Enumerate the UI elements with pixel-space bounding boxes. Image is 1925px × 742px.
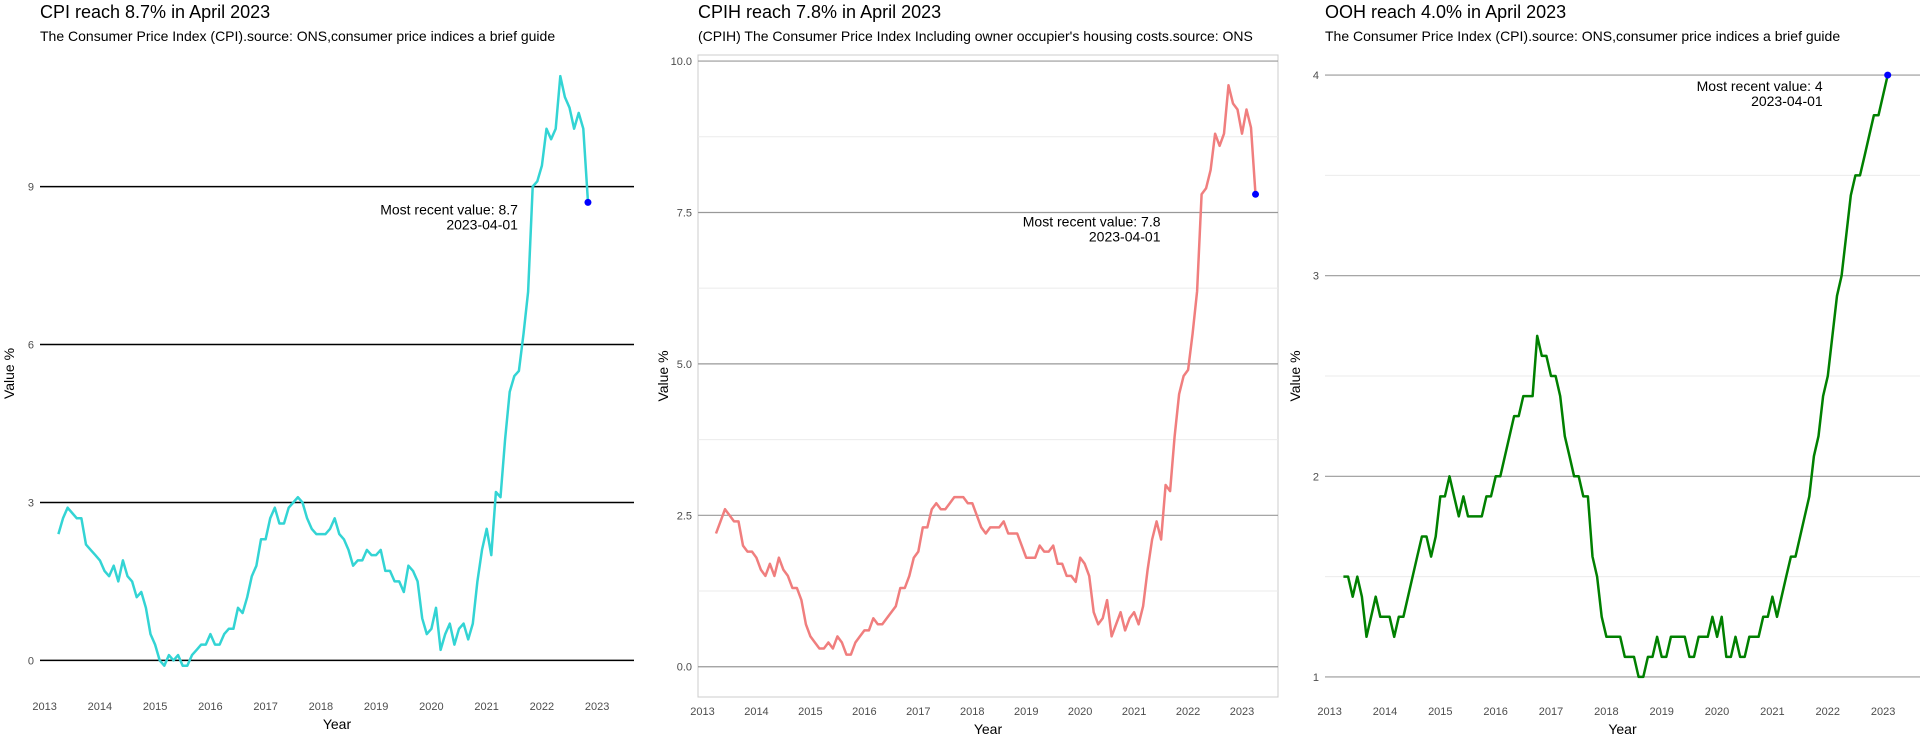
chart-subtitle: The Consumer Price Index (CPI).source: O… xyxy=(40,28,556,44)
x-axis-label: Year xyxy=(974,721,1003,737)
cpih-line-chart: 0.0 2.5 5.0 7.5 10.0 2013 2014 2015 2016 2017 2018… xyxy=(655,54,1279,737)
x-tick-label: 2021 xyxy=(1122,706,1146,718)
x-tick-label: 2023 xyxy=(1871,706,1895,718)
y-tick-label: 2.5 xyxy=(677,510,692,522)
y-tick-label: 0 xyxy=(28,655,34,667)
x-tick-label: 2019 xyxy=(1014,706,1038,718)
y-axis-label: Value % xyxy=(655,350,671,401)
x-tick-label: 2018 xyxy=(1594,706,1618,718)
y-axis-label: Value % xyxy=(1,348,17,399)
x-tick-label: 2022 xyxy=(1176,706,1200,718)
latest-value-point xyxy=(1884,71,1892,79)
x-tick-label: 2017 xyxy=(906,706,930,718)
chart-subtitle: The Consumer Price Index (CPI).source: O… xyxy=(1325,28,1841,44)
x-tick-label: 2020 xyxy=(1705,706,1729,718)
x-tick-label: 2020 xyxy=(1068,706,1092,718)
latest-value-point xyxy=(1252,190,1260,198)
series-line xyxy=(57,74,590,667)
chart-title: CPIH reach 7.8% in April 2023 xyxy=(698,2,942,22)
x-tick-label: 2018 xyxy=(309,701,333,713)
annotation-value: Most recent value: 7.8 xyxy=(1023,213,1161,229)
series-line xyxy=(1343,74,1889,679)
chart-title: OOH reach 4.0% in April 2023 xyxy=(1325,2,1567,22)
x-tick-label: 2019 xyxy=(1649,706,1673,718)
cpih-panel: CPIH reach 7.8% in April 2023 (CPIH) The… xyxy=(648,0,1288,742)
series-line xyxy=(714,84,1257,656)
x-tick-label: 2013 xyxy=(690,706,714,718)
x-tick-label: 2022 xyxy=(530,701,554,713)
x-tick-label: 2020 xyxy=(419,701,443,713)
x-tick-label: 2014 xyxy=(1373,706,1397,718)
y-tick-label: 1 xyxy=(1313,672,1319,684)
x-axis-label: Year xyxy=(1608,721,1637,737)
x-tick-label: 2016 xyxy=(852,706,876,718)
cpi-panel: CPI reach 8.7% in April 2023 The Consume… xyxy=(0,0,640,742)
x-tick-label: 2019 xyxy=(364,701,388,713)
annotation-date: 2023-04-01 xyxy=(1751,93,1823,109)
x-tick-label: 2017 xyxy=(1539,706,1563,718)
x-tick-label: 2014 xyxy=(744,706,768,718)
y-tick-label: 3 xyxy=(1313,271,1319,283)
annotation-date: 2023-04-01 xyxy=(1089,228,1161,244)
x-tick-label: 2022 xyxy=(1816,706,1840,718)
panel-border xyxy=(697,54,1279,698)
ooh-panel: OOH reach 4.0% in April 2023 The Consume… xyxy=(1287,0,1925,742)
x-tick-label: 2015 xyxy=(143,701,167,713)
y-tick-label: 3 xyxy=(28,497,34,509)
latest-value-point xyxy=(584,198,592,206)
y-tick-label: 7.5 xyxy=(677,207,692,219)
y-tick-label: 10.0 xyxy=(671,56,692,68)
y-tick-label: 5.0 xyxy=(677,359,692,371)
x-tick-label: 2021 xyxy=(1760,706,1784,718)
annotation-date: 2023-04-01 xyxy=(446,216,518,232)
y-axis-label: Value % xyxy=(1287,350,1303,401)
x-tick-label: 2018 xyxy=(960,706,984,718)
x-tick-label: 2014 xyxy=(88,701,112,713)
chart-title: CPI reach 8.7% in April 2023 xyxy=(40,2,271,22)
x-tick-label: 2015 xyxy=(1428,706,1452,718)
annotation-value: Most recent value: 4 xyxy=(1697,78,1823,94)
y-tick-label: 0.0 xyxy=(677,662,692,674)
ooh-line-chart: 1 2 3 4 2013 2014 2015 2016 2017 2018 2019 2020 2021… xyxy=(1287,70,1920,737)
x-tick-label: 2023 xyxy=(1230,706,1254,718)
x-tick-label: 2016 xyxy=(1483,706,1507,718)
y-tick-label: 6 xyxy=(28,340,34,352)
x-axis-label: Year xyxy=(323,716,352,732)
x-tick-label: 2017 xyxy=(253,701,277,713)
y-tick-label: 2 xyxy=(1313,471,1319,483)
chart-subtitle: (CPIH) The Consumer Price Index Includin… xyxy=(698,28,1253,44)
x-tick-label: 2016 xyxy=(198,701,222,713)
annotation-value: Most recent value: 8.7 xyxy=(380,201,518,217)
x-tick-label: 2015 xyxy=(798,706,822,718)
x-tick-label: 2021 xyxy=(474,701,498,713)
y-tick-label: 4 xyxy=(1313,70,1319,82)
x-tick-label: 2013 xyxy=(1317,706,1341,718)
x-tick-label: 2023 xyxy=(585,701,609,713)
x-tick-label: 2013 xyxy=(32,701,56,713)
cpi-line-chart: 0 3 6 9 2013 2014 2015 2016 2017 2018 2019 2020 2021… xyxy=(1,74,634,732)
y-tick-label: 9 xyxy=(28,182,34,194)
